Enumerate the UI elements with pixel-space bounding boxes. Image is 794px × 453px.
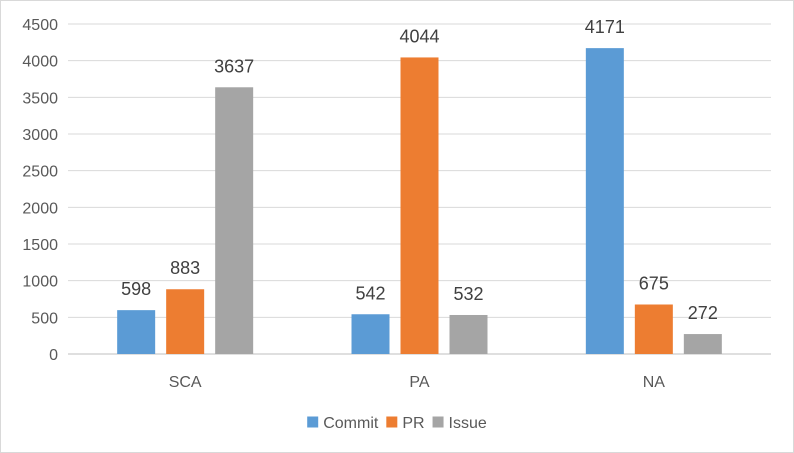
y-tick-label: 4500 [22,17,58,34]
bar-pr-sca [166,289,205,354]
data-label: 598 [121,279,151,299]
data-label: 542 [355,283,385,303]
y-tick-label: 2000 [22,200,58,217]
legend: Commit PR Issue [307,415,487,432]
bar-issue-sca [215,87,254,354]
legend-swatch [432,416,444,428]
data-labels: 598 883 3637 542 4044 532 4171 675 272 [121,17,718,323]
legend-swatch [386,416,398,428]
bar-issue-na [683,334,722,354]
legend-label: PR [402,415,424,432]
y-tick-label: 2500 [22,164,58,181]
y-tick-label: 1000 [22,274,58,291]
bar-issue-pa [449,314,488,354]
data-label: 3637 [214,56,254,76]
y-tick-label: 1500 [22,237,58,254]
x-tick-label: PA [409,374,429,391]
bar-commit-pa [351,314,390,354]
data-label: 272 [688,303,718,323]
x-tick-label: NA [643,374,666,391]
x-tick-label: SCA [169,374,202,391]
data-label: 883 [170,258,200,278]
bars [117,48,722,354]
y-tick-label: 3000 [22,127,58,144]
bar-pr-pa [400,57,439,354]
legend-label: Commit [323,415,379,432]
legend-label: Issue [449,415,487,432]
data-label: 675 [639,274,669,294]
y-tick-label: 4000 [22,54,58,71]
y-tick-label: 3500 [22,90,58,107]
y-tick-label: 500 [31,310,58,327]
bar-pr-na [634,304,673,354]
bar-commit-na [585,48,624,354]
bar-commit-sca [117,310,156,354]
data-label: 532 [453,284,483,304]
y-tick-label: 0 [49,347,58,364]
legend-swatch [307,416,319,428]
data-label: 4171 [585,17,625,37]
data-label: 4044 [399,26,439,46]
